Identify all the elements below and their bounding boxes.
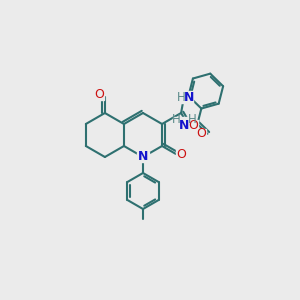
- Text: H: H: [172, 113, 180, 126]
- Bar: [196, 129, 206, 139]
- Bar: [137, 152, 149, 162]
- Bar: [176, 149, 186, 159]
- Text: O: O: [176, 148, 186, 160]
- Text: O: O: [196, 127, 206, 140]
- Text: N: N: [138, 151, 148, 164]
- Text: H: H: [188, 113, 196, 126]
- Text: O: O: [188, 118, 198, 132]
- Text: H: H: [176, 91, 185, 104]
- Text: N: N: [179, 119, 189, 132]
- Bar: [173, 117, 195, 131]
- Bar: [188, 120, 198, 130]
- Text: N: N: [184, 91, 194, 104]
- Bar: [94, 90, 104, 100]
- Bar: [175, 91, 193, 103]
- Text: O: O: [94, 88, 104, 101]
